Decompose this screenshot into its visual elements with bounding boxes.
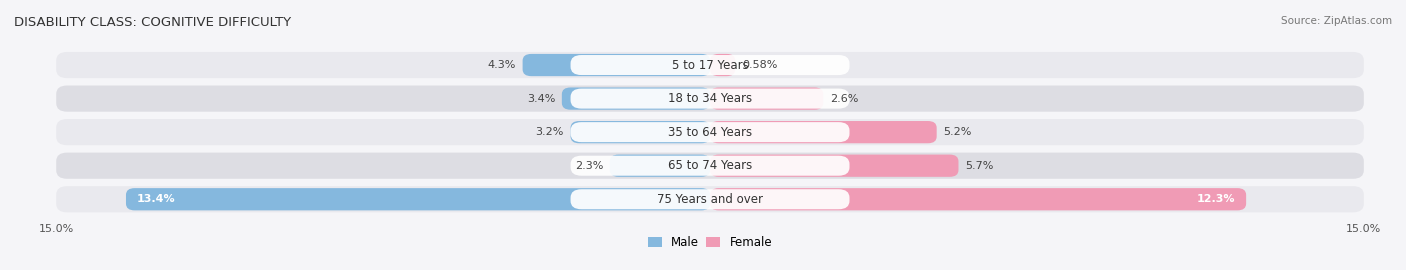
- Text: 3.4%: 3.4%: [527, 94, 555, 104]
- Text: 4.3%: 4.3%: [488, 60, 516, 70]
- Legend: Male, Female: Male, Female: [643, 231, 778, 254]
- FancyBboxPatch shape: [571, 121, 710, 143]
- Text: 65 to 74 Years: 65 to 74 Years: [668, 159, 752, 172]
- FancyBboxPatch shape: [56, 119, 1364, 145]
- FancyBboxPatch shape: [710, 188, 1246, 210]
- FancyBboxPatch shape: [571, 122, 849, 142]
- Text: 12.3%: 12.3%: [1197, 194, 1236, 204]
- FancyBboxPatch shape: [571, 55, 849, 75]
- FancyBboxPatch shape: [710, 121, 936, 143]
- Text: 5 to 17 Years: 5 to 17 Years: [672, 59, 748, 72]
- Text: 35 to 64 Years: 35 to 64 Years: [668, 126, 752, 139]
- FancyBboxPatch shape: [710, 54, 735, 76]
- FancyBboxPatch shape: [710, 155, 959, 177]
- Text: Source: ZipAtlas.com: Source: ZipAtlas.com: [1281, 16, 1392, 26]
- FancyBboxPatch shape: [523, 54, 710, 76]
- Text: 2.3%: 2.3%: [575, 161, 603, 171]
- Text: 5.7%: 5.7%: [965, 161, 994, 171]
- Text: 18 to 34 Years: 18 to 34 Years: [668, 92, 752, 105]
- FancyBboxPatch shape: [571, 156, 849, 176]
- Text: 2.6%: 2.6%: [830, 94, 858, 104]
- FancyBboxPatch shape: [56, 52, 1364, 78]
- FancyBboxPatch shape: [610, 155, 710, 177]
- Text: 75 Years and over: 75 Years and over: [657, 193, 763, 206]
- FancyBboxPatch shape: [56, 186, 1364, 212]
- FancyBboxPatch shape: [571, 189, 849, 209]
- FancyBboxPatch shape: [127, 188, 710, 210]
- FancyBboxPatch shape: [562, 87, 710, 110]
- Text: 5.2%: 5.2%: [943, 127, 972, 137]
- FancyBboxPatch shape: [56, 86, 1364, 112]
- Text: DISABILITY CLASS: COGNITIVE DIFFICULTY: DISABILITY CLASS: COGNITIVE DIFFICULTY: [14, 16, 291, 29]
- FancyBboxPatch shape: [710, 87, 824, 110]
- Text: 0.58%: 0.58%: [742, 60, 778, 70]
- Text: 3.2%: 3.2%: [536, 127, 564, 137]
- FancyBboxPatch shape: [571, 89, 849, 109]
- Text: 13.4%: 13.4%: [136, 194, 176, 204]
- FancyBboxPatch shape: [56, 153, 1364, 179]
